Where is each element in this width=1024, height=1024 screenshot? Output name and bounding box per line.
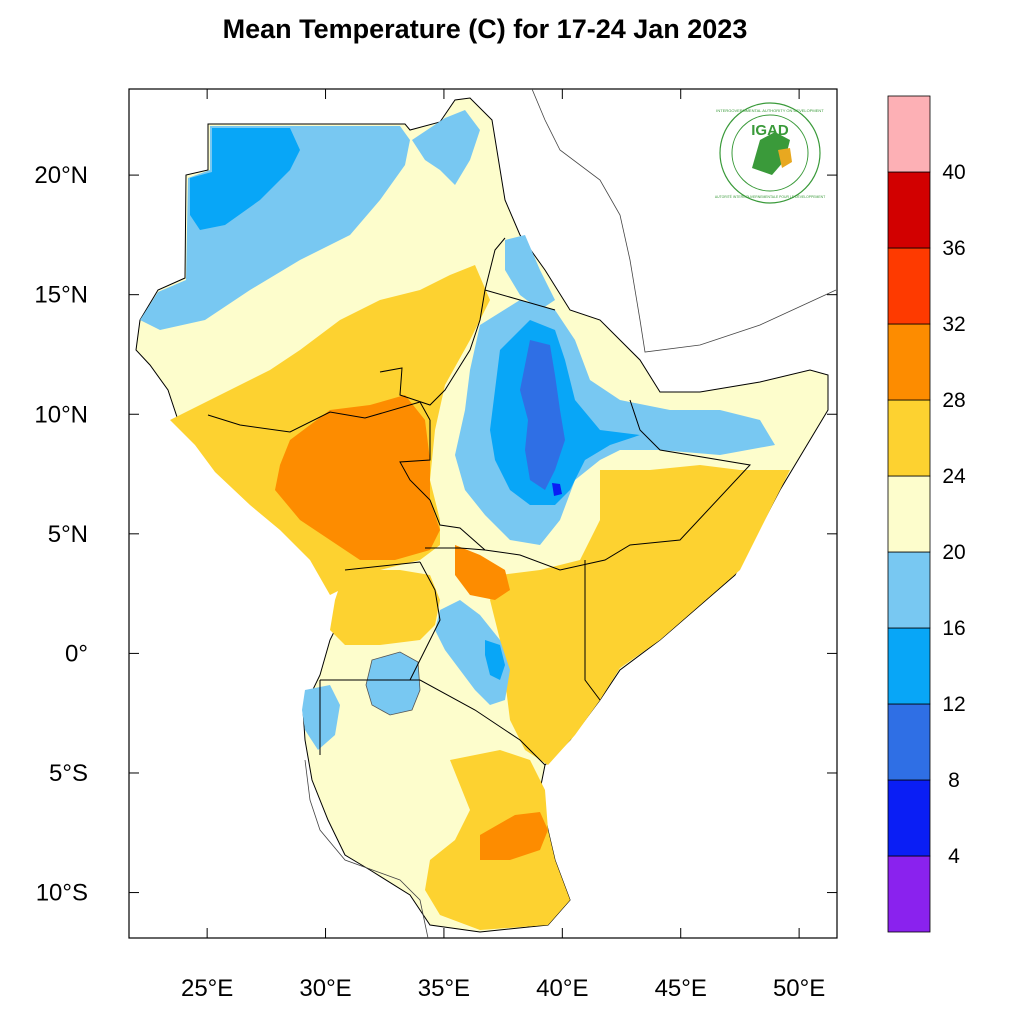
map-title: Mean Temperature (C) for 17-24 Jan 2023 [222, 14, 748, 44]
colorbar-swatch [887, 703, 931, 781]
temp-zone-12-16-north [190, 128, 300, 230]
x-tick-label: 45°E [655, 975, 707, 1002]
x-tick-label: 25°E [181, 975, 233, 1002]
lake-victoria [365, 651, 421, 716]
colorbar-swatch [887, 627, 931, 705]
colorbar-label: 4 [948, 845, 960, 868]
country-borders [207, 237, 752, 766]
colorbar-swatch [887, 475, 931, 553]
colorbar-swatch [887, 323, 931, 401]
temp-zone-12-16-kenya [485, 640, 505, 680]
west-border-line [304, 759, 429, 938]
temp-zone-28-32-northern-kenya [455, 545, 510, 600]
temp-zone-16-20-eritrea [505, 235, 555, 310]
temp-zone-24-28-east [490, 465, 790, 765]
colorbar: 4 8 12 16 20 24 28 32 36 40 [887, 95, 966, 933]
colorbar-swatch [887, 399, 931, 477]
y-tick-label: 20°N [34, 162, 88, 189]
logo-acronym: IGAD [751, 122, 789, 139]
colorbar-label: 40 [942, 161, 965, 184]
y-tick-label: 5°N [48, 521, 88, 548]
logo-top-text: INTERGOVERNMENTAL AUTHORITY ON DEVELOPME… [716, 108, 824, 113]
x-tick-label: 35°E [418, 975, 470, 1002]
colorbar-label: 32 [942, 313, 965, 336]
colorbar-label: 12 [942, 693, 965, 716]
colorbar-label: 24 [942, 465, 966, 488]
x-tick-label: 50°E [773, 975, 825, 1002]
y-tick-label: 10°N [34, 401, 88, 428]
colorbar-label: 36 [942, 237, 965, 260]
x-tick-label: 40°E [536, 975, 588, 1002]
y-tick-label: 5°S [49, 760, 88, 787]
temp-zone-24-28-uganda [330, 570, 440, 645]
temp-zone-4-8-ethiopia [552, 483, 562, 496]
temp-zone-28-32-tanzania-south [480, 812, 548, 860]
temp-zone-16-20-ne-sudan [412, 110, 480, 185]
x-axis: 25°E 30°E 35°E 40°E 45°E 50°E [181, 89, 825, 1002]
igad-logo: IGAD INTERGOVERNMENTAL AUTHORITY ON DEVE… [715, 102, 825, 204]
colorbar-label: 8 [948, 769, 960, 792]
colorbar-swatch [887, 855, 931, 933]
logo-bottom-text: AUTORITÉ INTERGOUVERNEMENTALE POUR LE DÉ… [715, 194, 825, 199]
y-tick-label: 15°N [34, 282, 88, 309]
temp-zone-8-12-ethiopia [520, 340, 565, 490]
y-axis: 20°N 15°N 10°N 5°N 0° 5°S 10°S [34, 162, 837, 907]
africa-map-icon [752, 132, 790, 175]
colorbar-swatch [887, 551, 931, 629]
colorbar-label: 28 [942, 389, 965, 412]
arabian-coast [531, 89, 837, 353]
colorbar-swatch [887, 95, 931, 173]
temp-zone-16-20-kenya [435, 600, 510, 705]
colorbar-swatch [887, 247, 931, 325]
temp-zone-16-20-rwanda-burundi [302, 685, 340, 750]
map-area [135, 89, 837, 938]
y-tick-label: 10°S [36, 880, 88, 907]
colorbar-label: 16 [942, 617, 965, 640]
x-tick-label: 30°E [299, 975, 351, 1002]
colorbar-swatch [887, 779, 931, 857]
colorbar-label: 20 [942, 541, 965, 564]
colorbar-swatch [887, 171, 931, 249]
temp-zone-28-32-south-sudan [275, 395, 440, 560]
y-tick-label: 0° [65, 640, 88, 667]
